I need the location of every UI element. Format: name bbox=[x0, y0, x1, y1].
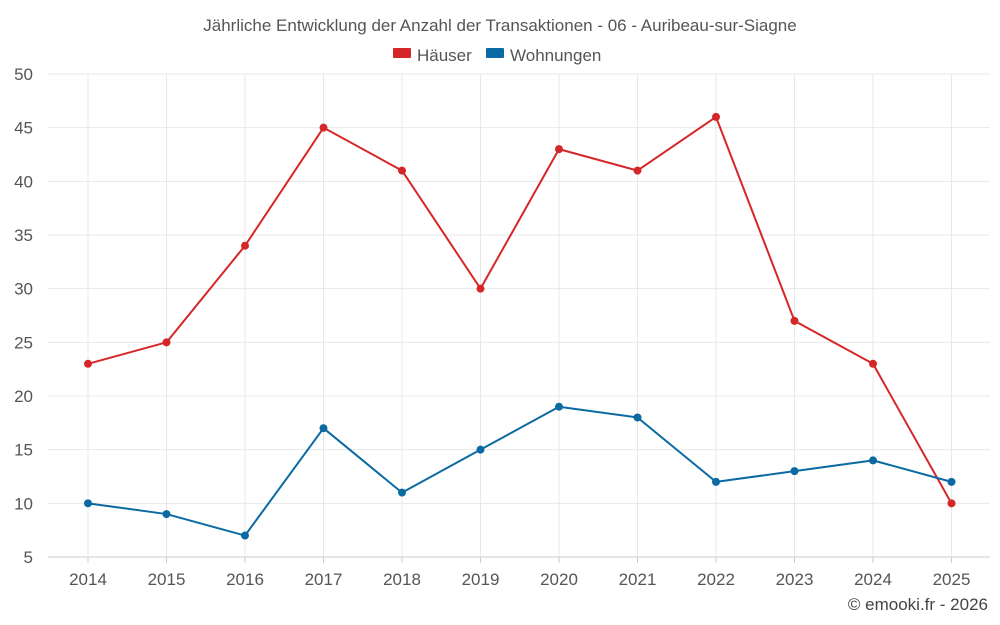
x-tick-label: 2019 bbox=[462, 570, 500, 589]
data-point-haeuser[interactable] bbox=[869, 359, 877, 368]
data-point-haeuser[interactable] bbox=[712, 112, 720, 121]
x-tick-label: 2021 bbox=[619, 570, 657, 589]
legend: Häuser Wohnungen bbox=[393, 46, 601, 65]
series-line-wohnungen bbox=[87, 405, 952, 537]
x-tick-label: 2022 bbox=[697, 570, 735, 589]
y-axis: 5 10 15 20 25 30 35 40 45 50 bbox=[14, 65, 33, 567]
grid bbox=[48, 73, 990, 558]
series-group bbox=[84, 112, 956, 540]
data-point-haeuser[interactable] bbox=[398, 166, 406, 175]
data-point-haeuser[interactable] bbox=[162, 338, 171, 347]
y-tick-label: 50 bbox=[14, 65, 33, 84]
x-tick-label: 2014 bbox=[69, 570, 107, 589]
legend-swatch-wohnungen bbox=[486, 48, 504, 58]
data-point-wohnungen[interactable] bbox=[790, 467, 799, 476]
data-point-haeuser[interactable] bbox=[790, 316, 799, 325]
x-axis: 2014 2015 2016 2017 2018 2019 2020 2021 2022 2023… bbox=[69, 557, 970, 589]
chart-title: Jährliche Entwicklung der Anzahl der Tra… bbox=[203, 16, 796, 35]
y-tick-label: 40 bbox=[14, 172, 33, 191]
x-tick-label: 2020 bbox=[540, 570, 578, 589]
data-point-haeuser[interactable] bbox=[84, 359, 92, 368]
data-point-wohnungen[interactable] bbox=[476, 445, 485, 454]
y-tick-label: 10 bbox=[14, 494, 33, 513]
data-point-wohnungen[interactable] bbox=[633, 413, 642, 422]
data-point-wohnungen[interactable] bbox=[947, 477, 956, 486]
x-tick-label: 2018 bbox=[383, 570, 421, 589]
data-point-wohnungen[interactable] bbox=[241, 531, 249, 540]
data-point-haeuser[interactable] bbox=[241, 241, 249, 250]
y-tick-label: 5 bbox=[24, 548, 33, 567]
data-point-wohnungen[interactable] bbox=[398, 488, 406, 497]
credit-text: © emooki.fr - 2026 bbox=[848, 595, 988, 614]
y-tick-label: 45 bbox=[14, 119, 33, 138]
data-point-haeuser[interactable] bbox=[947, 499, 956, 508]
data-point-haeuser[interactable] bbox=[633, 166, 642, 175]
x-tick-label: 2015 bbox=[148, 570, 186, 589]
y-tick-label: 25 bbox=[14, 333, 33, 352]
data-point-wohnungen[interactable] bbox=[555, 402, 563, 411]
y-tick-label: 15 bbox=[14, 441, 33, 460]
y-tick-label: 20 bbox=[14, 387, 33, 406]
data-point-haeuser[interactable] bbox=[476, 284, 485, 293]
data-point-wohnungen[interactable] bbox=[162, 510, 171, 519]
series-wohnungen bbox=[84, 402, 956, 540]
data-point-wohnungen[interactable] bbox=[712, 477, 720, 486]
data-point-wohnungen[interactable] bbox=[869, 456, 877, 465]
data-point-wohnungen[interactable] bbox=[319, 424, 328, 433]
legend-label-haeuser[interactable]: Häuser bbox=[417, 46, 472, 65]
x-tick-label: 2025 bbox=[933, 570, 971, 589]
data-point-haeuser[interactable] bbox=[555, 145, 563, 154]
legend-swatch-haeuser bbox=[393, 48, 411, 58]
data-point-haeuser[interactable] bbox=[319, 123, 328, 132]
x-tick-label: 2017 bbox=[305, 570, 343, 589]
legend-label-wohnungen[interactable]: Wohnungen bbox=[510, 46, 601, 65]
x-tick-label: 2023 bbox=[776, 570, 814, 589]
series-haeuser bbox=[84, 112, 956, 508]
x-tick-label: 2016 bbox=[226, 570, 264, 589]
x-tick-label: 2024 bbox=[854, 570, 892, 589]
y-tick-label: 35 bbox=[14, 226, 33, 245]
series-line-haeuser bbox=[87, 115, 953, 504]
data-point-wohnungen[interactable] bbox=[84, 499, 92, 508]
y-tick-label: 30 bbox=[14, 280, 33, 299]
